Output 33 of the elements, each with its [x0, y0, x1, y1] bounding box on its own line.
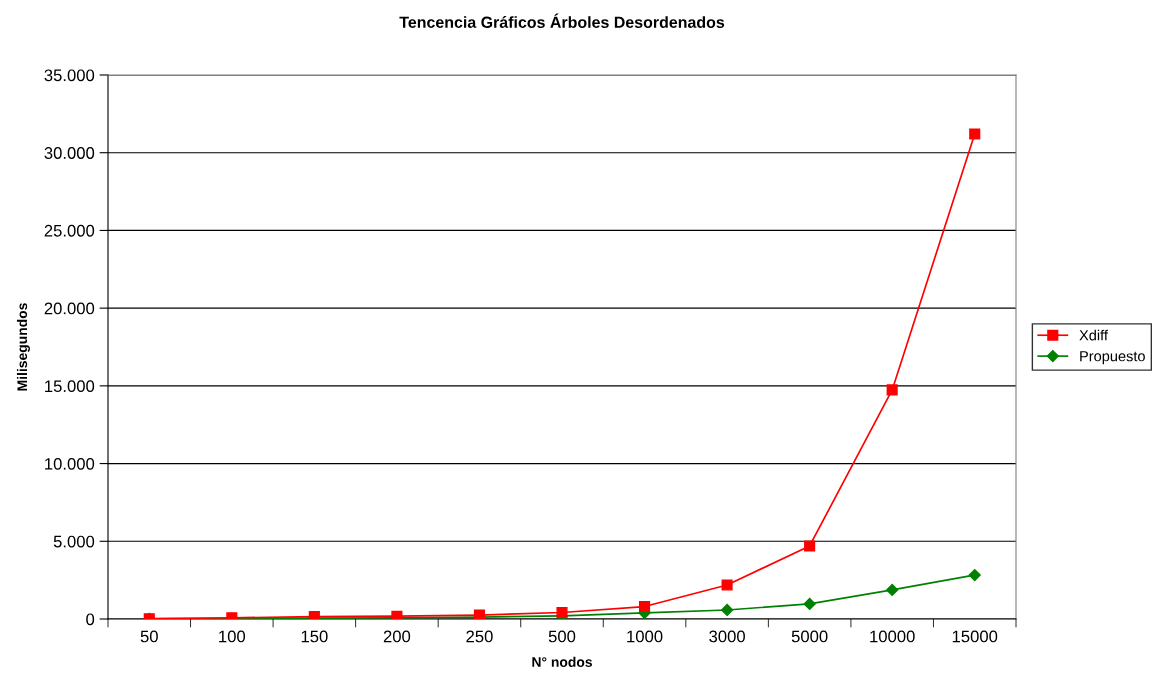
y-tick-label: 20.000: [44, 302, 95, 315]
x-tick-label: 15000: [952, 630, 998, 643]
legend-label: Xdiff: [1079, 329, 1108, 341]
x-tick-label: 250: [466, 630, 493, 643]
y-tick-label: 5.000: [53, 535, 95, 548]
legend-label: Propuesto: [1080, 351, 1145, 365]
point: [886, 583, 899, 597]
y-tick-label: 0: [86, 613, 95, 626]
x-tick-label: 10000: [870, 630, 915, 643]
x-tick-label: 50: [140, 630, 158, 643]
point: [638, 601, 651, 613]
point: [721, 579, 733, 591]
point: [803, 597, 816, 611]
y-tick-label: 15.000: [45, 380, 95, 393]
y-tick-label: 35.000: [44, 69, 95, 82]
point: [720, 603, 734, 617]
x-tick-label: 100: [219, 630, 246, 643]
y-tick-label: 10.000: [45, 457, 95, 470]
chart-title: Tencencia Gráficos Árboles Desordenados: [399, 13, 725, 28]
y-tick-label: 30.000: [44, 147, 95, 159]
y-tick-label: 25.000: [44, 224, 95, 237]
x-tick-label: 500: [548, 630, 576, 643]
x-tick-label: 5000: [791, 630, 828, 643]
point: [969, 128, 981, 140]
point: [804, 540, 816, 552]
x-tick-label: 200: [383, 630, 411, 643]
x-axis-title: N° nodos: [532, 656, 592, 667]
point: [886, 384, 898, 396]
point: [968, 568, 981, 582]
x-tick-label: 150: [301, 630, 328, 643]
x-tick-label: 3000: [709, 630, 745, 643]
x-tick-label: 1000: [627, 630, 663, 643]
y-axis-title: Milisegundos: [16, 303, 30, 391]
